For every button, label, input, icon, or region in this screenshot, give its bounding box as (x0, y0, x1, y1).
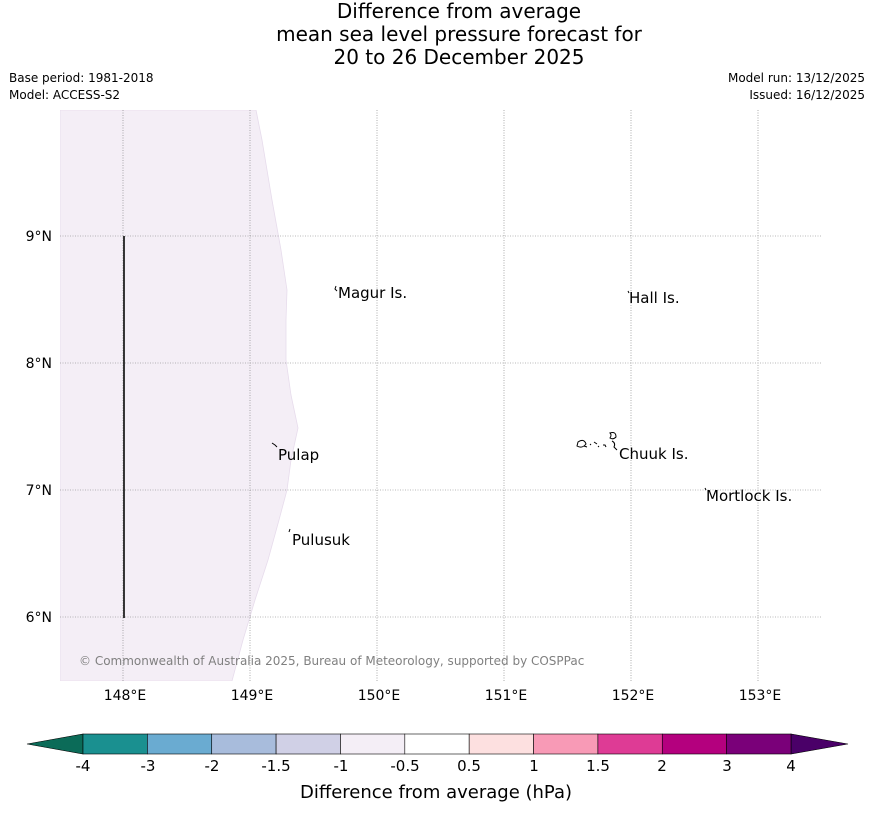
colorbar-swatch (275, 733, 341, 755)
colorbar-tick-label: 2 (657, 757, 667, 775)
colorbar-tick-label: 3 (722, 757, 732, 775)
colorbar-swatch (726, 733, 792, 755)
lon-label: 148°E (104, 688, 147, 704)
colorbar-swatch (468, 733, 534, 755)
pulap-island-outline (271, 442, 278, 448)
colorbar-swatch (340, 733, 406, 755)
mortlock-island-outline (704, 487, 707, 491)
model-name: Model: ACCESS-S2 (9, 88, 121, 102)
lon-label: 149°E (231, 688, 274, 704)
colorbar-under-extension (26, 733, 84, 755)
place-label: Magur Is. (338, 284, 407, 302)
place-label: Mortlock Is. (706, 487, 792, 505)
colorbar-tick-label: -2 (205, 757, 220, 775)
colorbar-tick-label: 4 (786, 757, 796, 775)
colorbar-swatch (82, 733, 148, 755)
lat-label: 6°N (26, 610, 52, 626)
colorbar (26, 733, 849, 755)
credit-text: © Commonwealth of Australia 2025, Bureau… (79, 654, 584, 668)
map-panel: Magur Is. Hall Is. Pulap Chuuk Is. Mortl… (60, 110, 821, 681)
title-line-1: Difference from average (336, 0, 582, 23)
colorbar-ticks: -4 -3 -2 -1.5 -1 -0.5 0.5 1 1.5 2 3 4 (76, 757, 796, 775)
lat-label: 7°N (26, 483, 52, 499)
hall-island-outline (627, 290, 630, 294)
colorbar-tick-label: -4 (76, 757, 91, 775)
colorbar-tick-label: -3 (141, 757, 156, 775)
colorbar-tick-label: 1 (529, 757, 539, 775)
model-run: Model run: 13/12/2025 (727, 71, 865, 85)
colorbar-tick-label: -1.5 (261, 757, 290, 775)
base-period: Base period: 1981-2018 (9, 71, 154, 85)
place-label: Pulap (278, 446, 319, 464)
meta-left: Base period: 1981-2018 Model: ACCESS-S2 (9, 70, 154, 104)
chuuk-lagoon-outline (576, 432, 618, 451)
colorbar-tick-label: 0.5 (457, 757, 481, 775)
colorbar-swatch (211, 733, 277, 755)
islands (271, 285, 707, 533)
title-line-2: mean sea level pressure forecast for (276, 22, 642, 46)
colorbar-swatch (404, 733, 470, 755)
lon-label: 153°E (739, 688, 782, 704)
colorbar-over-extension (790, 733, 849, 755)
colorbar-title: Difference from average (hPa) (300, 782, 572, 803)
issued-date: Issued: 16/12/2025 (749, 88, 865, 102)
colorbar-swatch (661, 733, 727, 755)
colorbar-swatch (597, 733, 663, 755)
graticule (60, 110, 821, 681)
pulusuk-island-outline (288, 528, 291, 533)
place-label: Hall Is. (629, 289, 680, 307)
colorbar-tick-label: 1.5 (586, 757, 610, 775)
colorbar-tick-label: -1 (334, 757, 349, 775)
magur-island-outline (334, 285, 338, 292)
meta-right: Model run: 13/12/2025 Issued: 16/12/2025 (728, 70, 865, 104)
lon-label: 150°E (358, 688, 401, 704)
anomaly-region (60, 110, 299, 681)
place-label: Chuuk Is. (619, 445, 688, 463)
colorbar-tick-label: -0.5 (390, 757, 419, 775)
title-line-3: 20 to 26 December 2025 (333, 45, 585, 69)
map-title: Difference from average mean sea level p… (0, 0, 873, 69)
lat-label: 9°N (26, 229, 52, 245)
colorbar-swatch (533, 733, 599, 755)
lon-label: 151°E (485, 688, 528, 704)
lon-label: 152°E (612, 688, 655, 704)
colorbar-swatch (147, 733, 213, 755)
place-label: Pulusuk (292, 531, 350, 549)
lat-label: 8°N (26, 356, 52, 372)
